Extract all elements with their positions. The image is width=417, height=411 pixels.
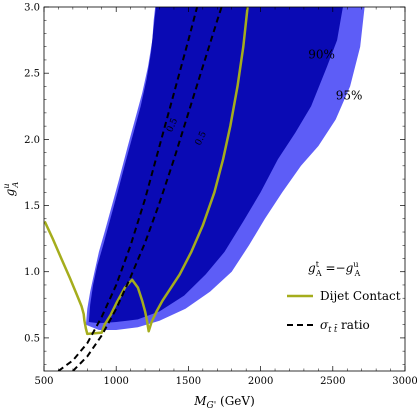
legend-condition: gt A =−gu A [308,260,360,278]
y-axis-label: guA [2,181,20,196]
legend: gt A =−gu A Dijet Contact σt t̄ ratio [287,260,401,334]
y-tick-label: 1.5 [24,201,40,212]
region-90 [88,7,343,324]
legend-dijet-label: Dijet Contact [320,289,401,303]
legend-ratio-label: σt t̄ ratio [320,318,370,334]
y-tick-label: 1.0 [24,267,40,278]
cl90-label: 90% [308,48,335,62]
x-tick-label: 1500 [176,376,201,387]
y-tick-label: 0.5 [24,333,40,344]
plot-frame [43,6,406,372]
ratio-line-4 [72,7,223,371]
confidence-regions [85,7,365,330]
y-tick-label: 2.0 [24,135,40,146]
x-tick-label: 1000 [103,376,128,387]
axis-ticks: 500 1000 1500 2000 2500 3000 0.5 1.0 1.5 2.0 2.5 3.… [24,3,417,388]
x-axis-label: MG' (GeV) [193,394,255,411]
x-tick-label: 3000 [392,376,417,387]
y-tick-label: 2.5 [24,69,40,80]
dijet-contact-line [44,7,249,336]
y-tick-label: 3.0 [24,3,40,14]
x-tick-label: 2000 [248,376,273,387]
cl95-label: 95% [336,89,363,103]
x-tick-label: 500 [34,376,53,387]
ratio-line-3 [57,7,199,371]
x-tick-label: 2500 [320,376,345,387]
curves [44,7,249,371]
